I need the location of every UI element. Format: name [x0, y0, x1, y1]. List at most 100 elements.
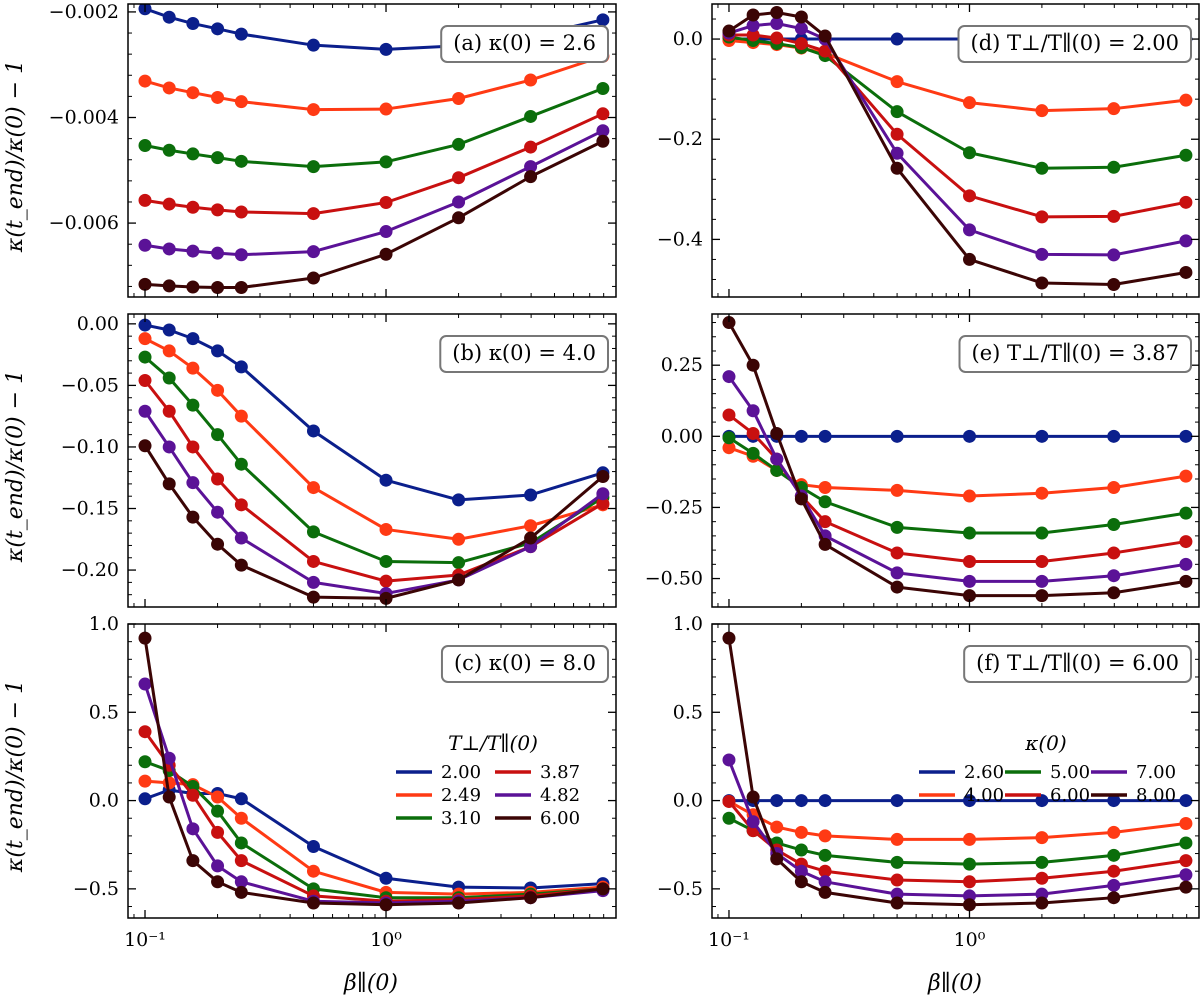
x-tick-label: 10⁻¹ [708, 929, 750, 951]
y-tick-label: 0.0 [673, 790, 703, 812]
data-point [890, 896, 904, 910]
data-point [722, 441, 736, 455]
data-point [1035, 210, 1049, 224]
series-line-2.00 [144, 788, 603, 890]
data-point [890, 146, 904, 160]
data-point [452, 896, 466, 910]
data-point [138, 238, 152, 252]
data-point [211, 825, 225, 839]
y-tick-label: −0.20 [61, 559, 119, 581]
data-point [162, 10, 176, 24]
data-point [524, 519, 538, 533]
data-point [211, 804, 225, 818]
data-point [818, 515, 832, 529]
data-point [746, 446, 760, 460]
data-point [890, 483, 904, 497]
data-point [379, 473, 393, 487]
series-line-2.49 [144, 337, 604, 541]
data-point [746, 19, 760, 33]
data-point [452, 171, 466, 185]
data-point [962, 898, 976, 912]
data-point [962, 554, 976, 568]
data-point [211, 383, 225, 397]
data-point [722, 631, 736, 645]
data-point [379, 247, 393, 261]
data-point [962, 96, 976, 110]
data-point [162, 279, 176, 293]
axes-frame [711, 313, 1200, 608]
data-point [1035, 247, 1049, 261]
panel-e: −0.50 −0.25 0.00 0.25 (e) T⊥/T∥(0) = 3.87 [645, 313, 1200, 608]
data-point [211, 859, 225, 873]
data-point [770, 463, 784, 477]
panel-label: (a) κ(0) = 2.6 [453, 31, 596, 55]
series-line-6.00 [728, 33, 1187, 219]
data-point [962, 146, 976, 160]
data-point [1035, 276, 1049, 290]
data-point [596, 124, 610, 138]
data-point [770, 794, 784, 808]
data-point [818, 794, 832, 808]
data-point [770, 426, 784, 440]
data-point [186, 398, 200, 412]
data-point [138, 277, 152, 291]
data-point [186, 86, 200, 100]
y-tick-label: −0.25 [645, 496, 703, 518]
data-point [1035, 526, 1049, 540]
data-point [818, 885, 832, 899]
axes-frame [127, 623, 617, 919]
data-point [138, 725, 152, 739]
y-tick-label: 0.5 [89, 701, 119, 723]
legend-entry: 5.00 [1050, 762, 1090, 783]
data-point [186, 17, 200, 31]
data-point [234, 811, 248, 825]
data-point [162, 751, 176, 765]
data-point [234, 360, 248, 374]
data-point [138, 318, 152, 332]
data-point [234, 531, 248, 545]
data-point [306, 590, 320, 604]
legend-entry: 4.82 [540, 785, 580, 806]
data-point [1179, 506, 1193, 520]
data-point [186, 200, 200, 214]
data-point [162, 790, 176, 804]
data-point [1179, 574, 1193, 588]
panel-label-box: (a) κ(0) = 2.6 [440, 25, 609, 63]
data-point [818, 875, 832, 889]
data-point [162, 404, 176, 418]
data-point [306, 481, 320, 495]
y-tick-label: −0.004 [49, 107, 119, 129]
data-point [306, 207, 320, 221]
data-point [306, 103, 320, 117]
data-point [890, 580, 904, 594]
data-point [722, 794, 736, 808]
series-line-3.87 [143, 730, 604, 903]
data-point [1035, 871, 1049, 885]
data-point [234, 885, 248, 899]
series-line-5.00 [728, 436, 1187, 535]
y-tick-label: −0.002 [49, 1, 119, 23]
data-point [890, 520, 904, 534]
legend: κ(0) 2.604.00 5.006.00 7.008.00 [919, 731, 1176, 806]
data-point [234, 854, 248, 868]
data-point [306, 424, 320, 438]
data-point [211, 790, 225, 804]
data-point [1179, 148, 1193, 162]
data-point [211, 22, 225, 36]
data-point [306, 554, 320, 568]
data-point [1035, 554, 1049, 568]
data-point [1179, 817, 1193, 831]
y-tick-label: −0.006 [49, 212, 119, 234]
data-point [524, 891, 538, 905]
panel-label-box: (c) κ(0) = 8.0 [440, 645, 609, 683]
data-point [1107, 429, 1121, 443]
data-point [1035, 589, 1049, 603]
series-line-7.00 [727, 759, 1187, 898]
data-point [596, 882, 610, 896]
data-point [452, 195, 466, 209]
data-point [962, 252, 976, 266]
data-point [1035, 574, 1049, 588]
y-tick-label: −0.10 [61, 436, 119, 458]
data-point [746, 790, 760, 804]
